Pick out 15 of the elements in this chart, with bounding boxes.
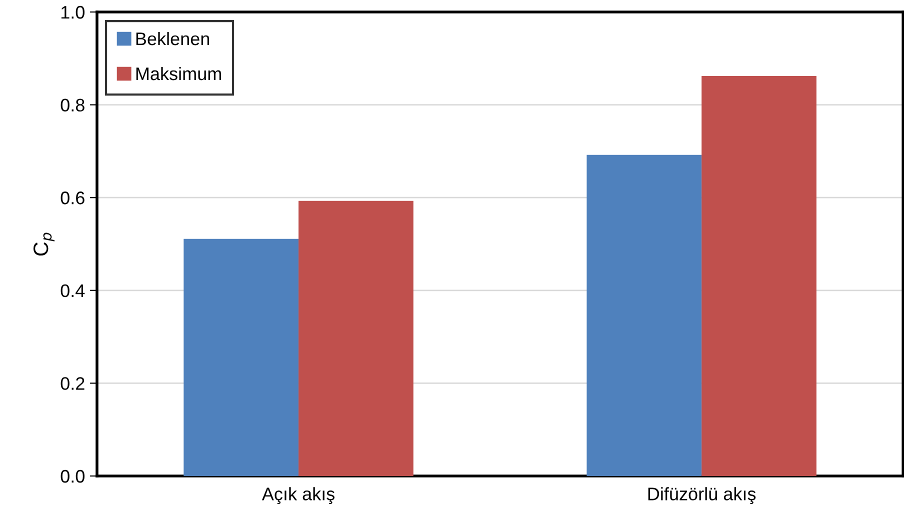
y-tick-label: 0.4 (60, 284, 85, 298)
y-tick-label: 1.0 (61, 6, 84, 19)
legend-label: Beklenen (136, 32, 210, 46)
legend-label: Maksimum (136, 66, 221, 80)
x-tick-label: Difüzörlü akış (648, 487, 756, 504)
bar (586, 154, 702, 476)
x-tick-label: Açık akış (262, 487, 334, 504)
bar (702, 76, 816, 476)
y-tick-label: 0.2 (60, 377, 84, 390)
y-tick-label: 0.8 (60, 98, 84, 112)
y-tick-label: 0.6 (60, 192, 84, 204)
y-axis-title: C$_{p}$ (34, 232, 54, 256)
y-tick-label: 0.0 (60, 470, 84, 483)
bar (298, 200, 414, 476)
bar (184, 238, 299, 476)
